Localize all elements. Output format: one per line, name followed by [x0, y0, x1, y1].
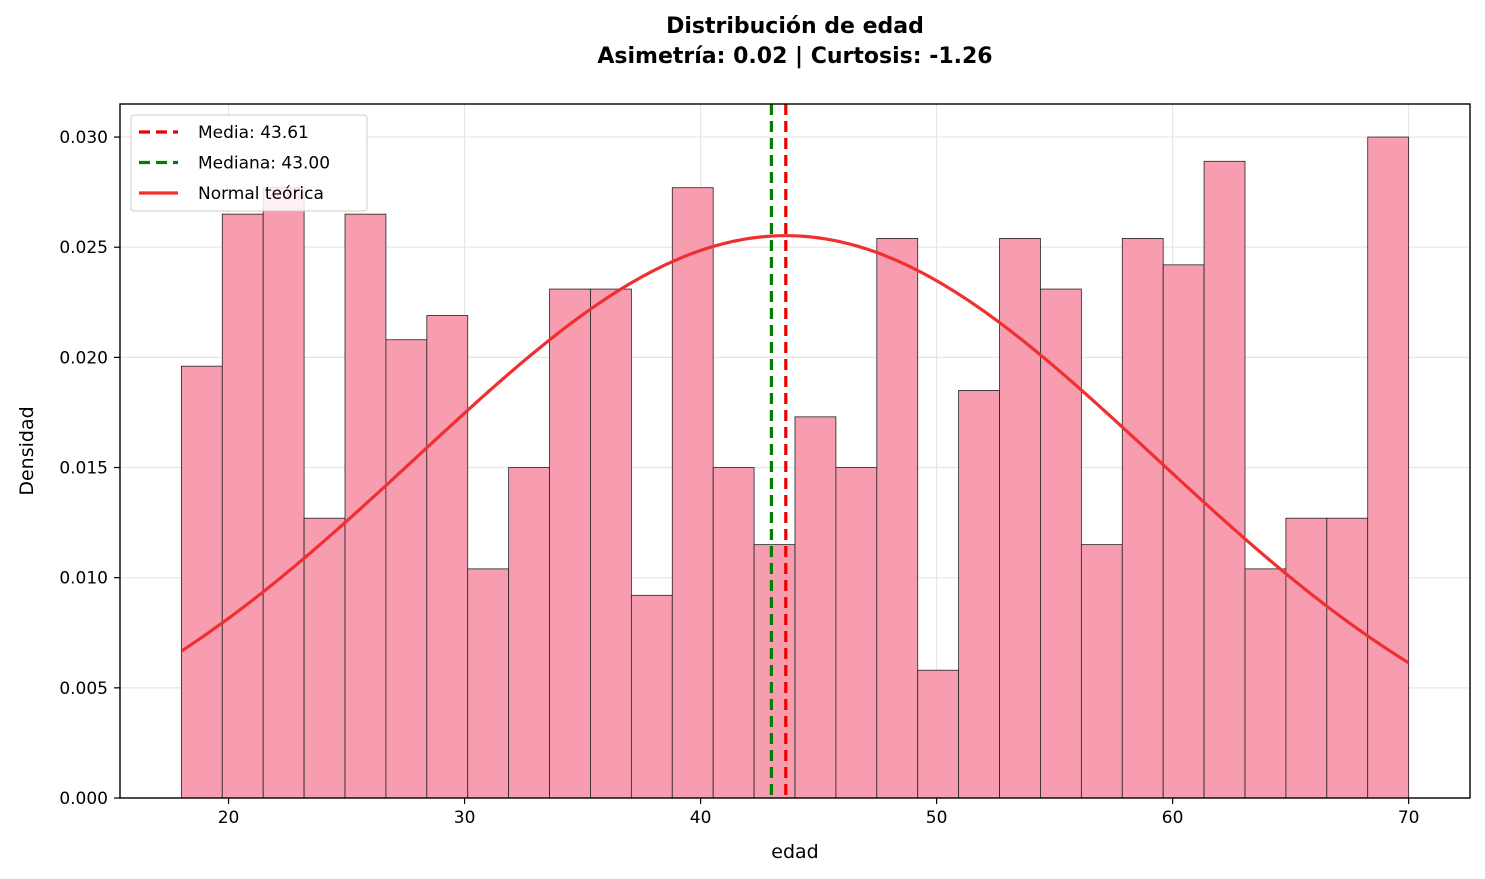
legend-label: Media: 43.61	[198, 123, 309, 143]
y-tick-label: 0.005	[59, 679, 108, 699]
x-tick-label: 40	[690, 808, 712, 828]
x-tick-label: 30	[454, 808, 476, 828]
histogram-bar	[1162, 264, 1205, 799]
x-tick-label: 70	[1398, 808, 1420, 828]
histogram-bar	[835, 467, 878, 799]
curve-layer	[180, 234, 1410, 665]
y-tick-label: 0.010	[59, 569, 108, 589]
chart-title: Distribución de edad	[666, 14, 924, 39]
histogram-bar	[671, 187, 714, 799]
x-axis-label: edad	[771, 841, 818, 863]
histogram-bar	[630, 594, 673, 799]
y-tick-label: 0.020	[59, 348, 108, 368]
legend: Media: 43.61 Mediana: 43.00 Normal teórica	[130, 114, 368, 212]
histogram-bar	[1080, 544, 1123, 799]
histogram-bar	[876, 237, 919, 799]
histogram-bar	[344, 213, 387, 799]
histogram-bar	[385, 339, 428, 799]
y-tick-label: 0.015	[59, 459, 108, 479]
histogram-bar	[508, 467, 550, 799]
legend-label: Mediana: 43.00	[198, 154, 330, 174]
chart-subtitle: Asimetría: 0.02 | Curtosis: -1.26	[597, 44, 992, 69]
legend-label: Normal teórica	[198, 184, 324, 204]
y-tick-label: 0.025	[59, 238, 108, 258]
histogram-bar	[426, 315, 469, 799]
histogram-bar	[753, 544, 796, 799]
y-axis-ticks: 0.000 0.005 0.010 0.015 0.020 0.025 0.030	[59, 128, 120, 809]
histogram-bar	[180, 365, 223, 799]
histogram-bar	[1285, 517, 1328, 799]
histogram-bar	[1244, 568, 1287, 799]
histogram-bars	[180, 136, 1410, 799]
histogram-bar	[1326, 517, 1369, 799]
histogram-bar	[1040, 288, 1082, 799]
histogram-bar	[794, 416, 837, 799]
y-axis-label: Densidad	[16, 406, 38, 495]
histogram-bar	[1367, 136, 1410, 799]
histogram-bar	[999, 237, 1041, 799]
histogram-bar	[467, 568, 510, 799]
histogram-bar	[712, 467, 755, 799]
histogram-bar	[1203, 160, 1246, 799]
legend-box	[130, 114, 368, 212]
histogram-bar	[221, 213, 264, 799]
histogram-bar	[958, 390, 1000, 799]
normal-curve	[180, 234, 1410, 665]
histogram-bar	[917, 669, 960, 799]
plot-frame	[119, 103, 1471, 799]
histogram-bar	[262, 187, 305, 799]
reference-lines	[769, 104, 788, 798]
histogram-bar	[303, 517, 346, 799]
histogram-bar	[1121, 237, 1164, 799]
histogram-bar	[549, 288, 591, 799]
y-tick-label: 0.030	[59, 128, 108, 148]
x-tick-label: 50	[926, 808, 948, 828]
x-axis-ticks: 20 30 40 50 60 70	[218, 798, 1420, 828]
histogram-bar	[590, 288, 632, 799]
x-tick-label: 20	[218, 808, 240, 828]
y-tick-label: 0.000	[59, 789, 108, 809]
x-tick-label: 60	[1162, 808, 1184, 828]
